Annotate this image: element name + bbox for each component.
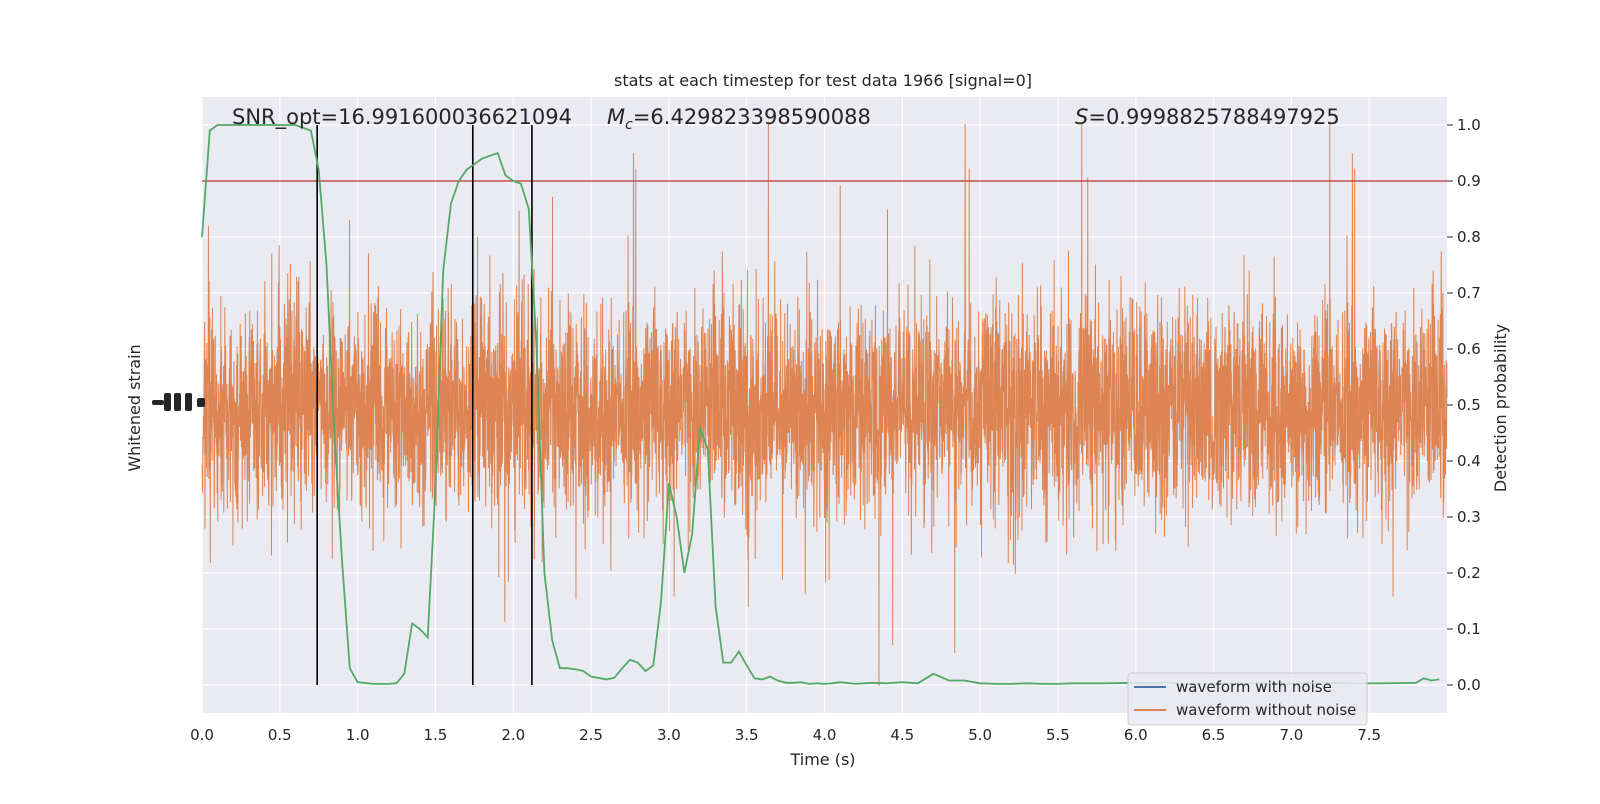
x-tick-label: 5.0: [968, 726, 992, 744]
mc-subscript: c: [625, 117, 633, 133]
chart-title: stats at each timestep for test data 196…: [614, 71, 1032, 90]
left-axis-tick-glyph: [185, 393, 192, 411]
x-tick-label: 1.5: [424, 726, 448, 744]
x-tick-label: 4.5: [890, 726, 914, 744]
legend: waveform with noise waveform without noi…: [1127, 672, 1368, 726]
x-tick-label: 6.5: [1202, 726, 1226, 744]
chirp-mass-annotation: Mc=6.429823398590088: [607, 105, 871, 133]
legend-label-without-noise: waveform without noise: [1176, 701, 1356, 719]
x-tick-label: 7.5: [1357, 726, 1381, 744]
y-tick-label: 0.8: [1457, 228, 1481, 246]
y-tick-label: 1.0: [1457, 116, 1481, 134]
x-tick-label: 0.5: [268, 726, 292, 744]
left-axis-tick-labels: [152, 393, 205, 411]
mc-symbol: M: [607, 105, 625, 129]
legend-label-with-noise: waveform with noise: [1176, 678, 1332, 696]
s-value: =0.9998825788497925: [1088, 105, 1339, 129]
x-axis-tick-labels: 0.0 0.5 1.0 1.5 2.0 2.5 3.0 3.5 4.0 4.5 5.0 5.5 6.0 6…: [190, 726, 1381, 744]
y-tick-label: 0.9: [1457, 172, 1481, 190]
left-axis-tick-glyph: [152, 400, 164, 405]
y-tick-label: 0.5: [1457, 396, 1481, 414]
y-tick-label: 0.1: [1457, 620, 1481, 638]
y-tick-label: 0.6: [1457, 340, 1481, 358]
x-tick-label: 1.0: [346, 726, 370, 744]
probability-line: [201, 124, 1440, 685]
probability-series: [201, 124, 1440, 685]
legend-box: [1127, 672, 1368, 726]
left-axis-label: Whitened strain: [125, 344, 144, 471]
y-tick-label: 0.3: [1457, 508, 1481, 526]
x-tick-label: 7.0: [1279, 726, 1303, 744]
x-tick-label: 2.0: [501, 726, 525, 744]
y-tick-label: 0.2: [1457, 564, 1481, 582]
snr-annotation: SNR_opt=16.991600036621094: [232, 105, 572, 130]
s-symbol: S: [1075, 105, 1088, 129]
y-tick-label: 0.0: [1457, 676, 1481, 694]
x-tick-label: 3.0: [657, 726, 681, 744]
detection-markers: [316, 125, 533, 685]
y-tick-label: 0.7: [1457, 284, 1481, 302]
left-axis-tick-glyph: [174, 393, 181, 411]
waveform-series: [201, 123, 1448, 687]
x-tick-label: 3.5: [735, 726, 759, 744]
x-tick-label: 4.0: [813, 726, 837, 744]
waveform-without-noise-line: [201, 123, 1448, 687]
x-tick-label: 2.5: [579, 726, 603, 744]
right-axis-label: Detection probability: [1491, 324, 1510, 492]
x-tick-label: 0.0: [190, 726, 214, 744]
mc-value: =6.429823398590088: [633, 105, 871, 129]
y-tick-label: 0.4: [1457, 452, 1481, 470]
right-axis-tick-labels: 0.0 0.1 0.2 0.3 0.4 0.5 0.6 0.7 0.8 0.9 1.0: [1447, 116, 1481, 694]
left-axis-tick-glyph: [164, 393, 171, 411]
x-axis-label: Time (s): [789, 750, 855, 769]
x-tick-label: 5.5: [1046, 726, 1070, 744]
x-tick-label: 6.0: [1124, 726, 1148, 744]
s-annotation: S=0.9998825788497925: [1075, 105, 1340, 129]
left-axis-tick-glyph: [197, 398, 205, 407]
